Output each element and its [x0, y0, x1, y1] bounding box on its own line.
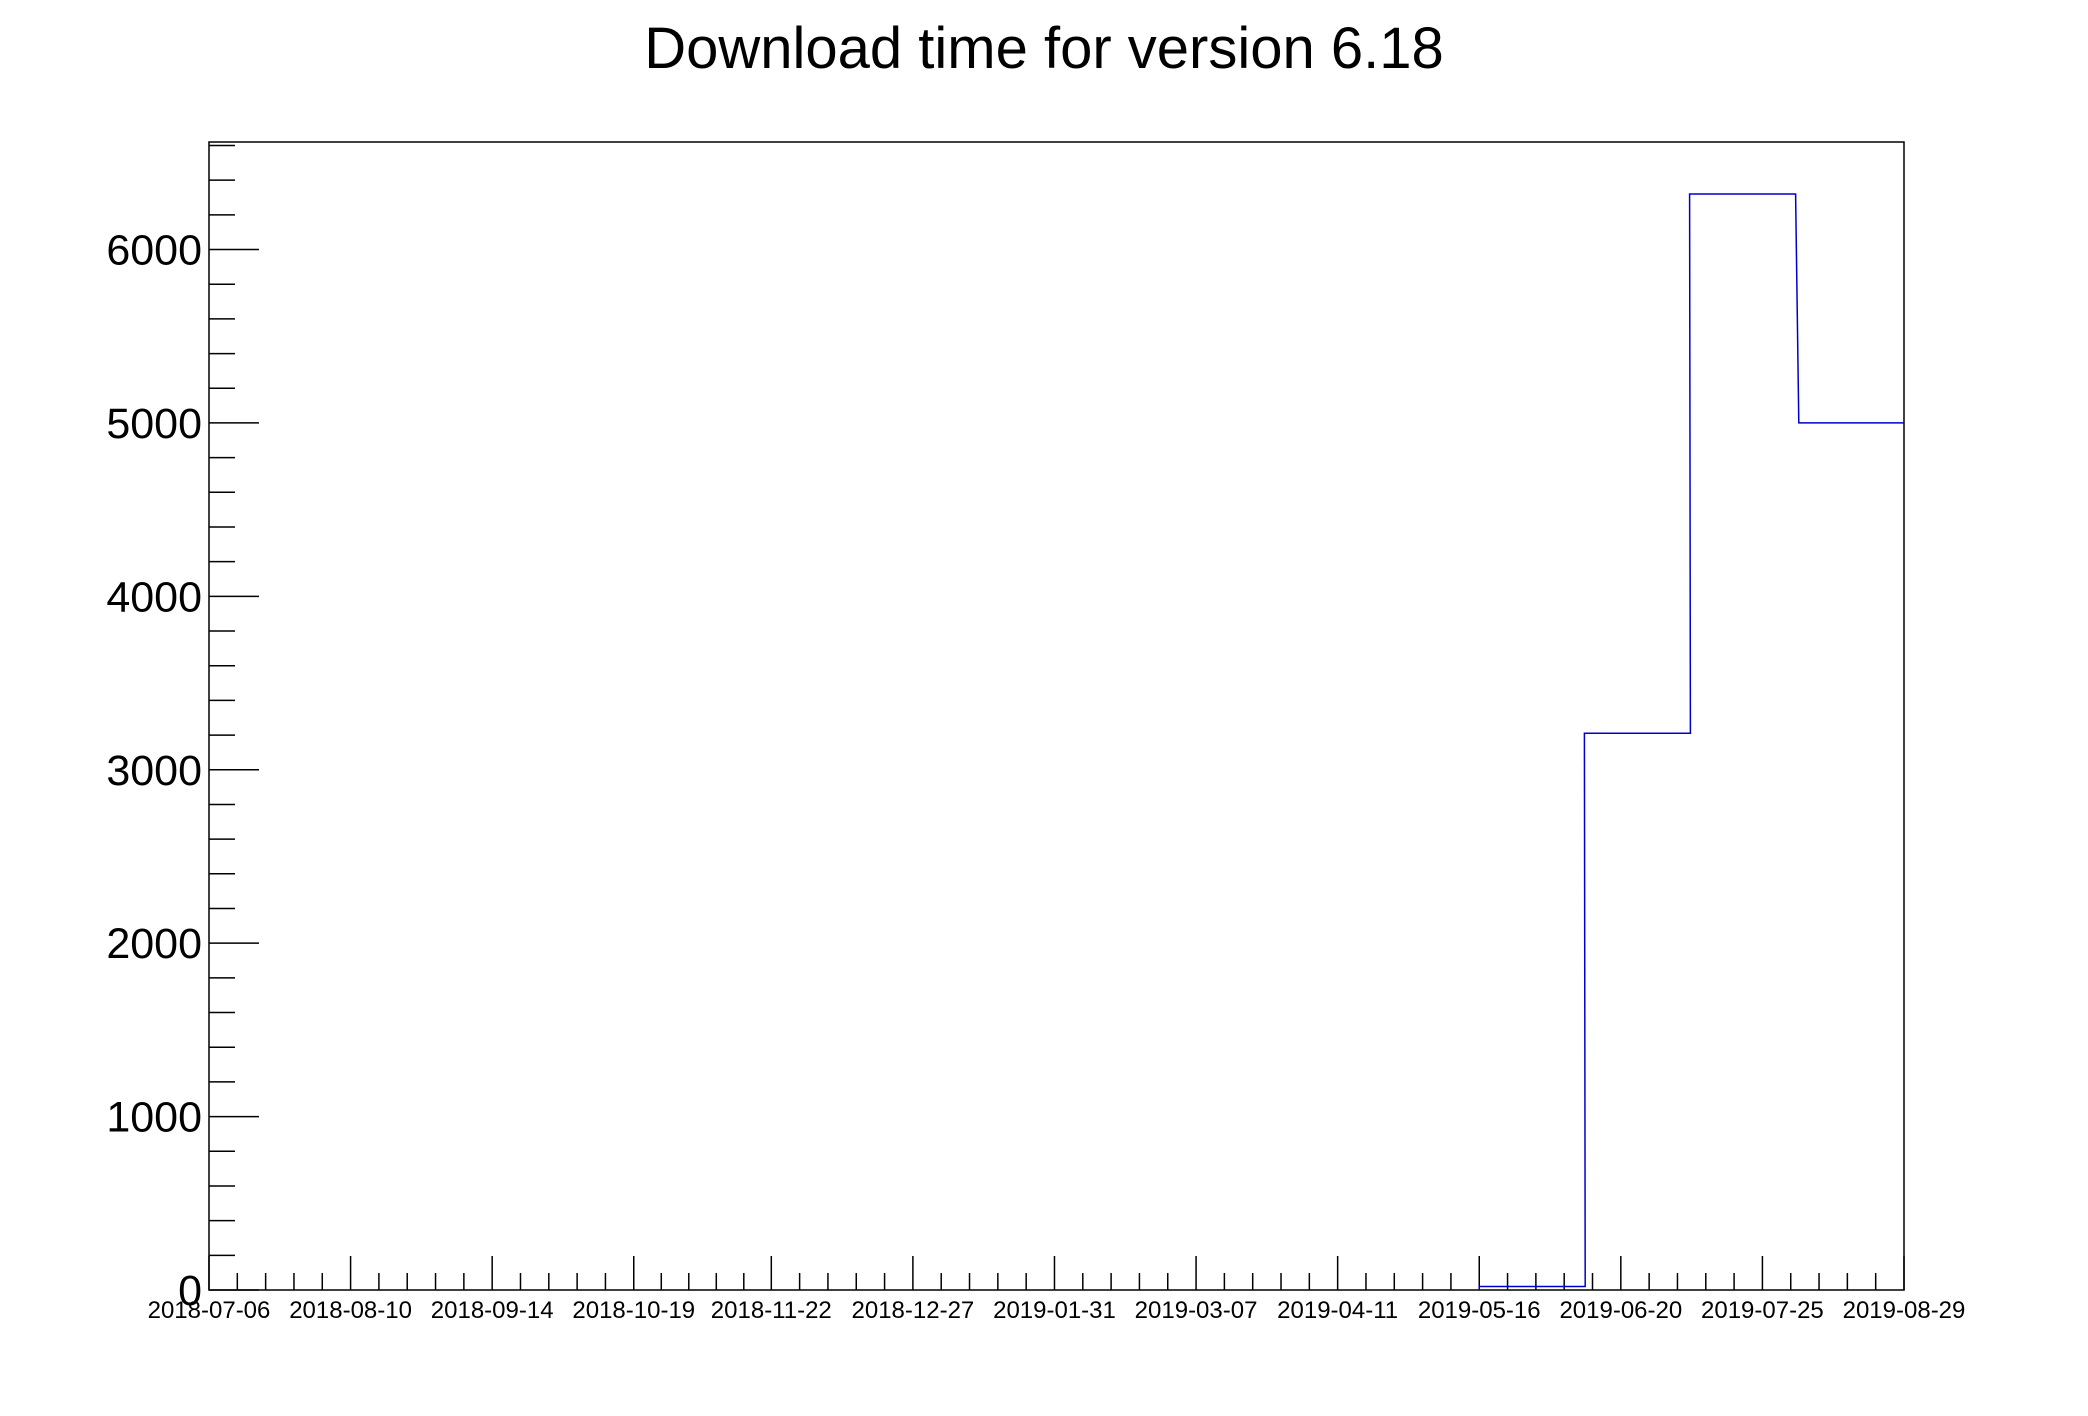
- x-tick-label: 2019-04-11: [1277, 1297, 1398, 1324]
- y-axis: 0 1000 2000 3000 4000 5000 6000: [106, 144, 259, 1315]
- plot-frame: [208, 141, 1905, 1291]
- chart-title: Download time for version 6.18: [644, 16, 1444, 81]
- y-tick-label: 4000: [106, 573, 202, 621]
- x-tick-label: 2018-11-22: [711, 1297, 832, 1324]
- x-tick-label: 2018-09-14: [431, 1297, 554, 1324]
- x-tick-label: 2018-12-27: [852, 1297, 975, 1324]
- y-tick-label: 0: [178, 1267, 202, 1315]
- x-tick-label: 2019-06-20: [1559, 1297, 1682, 1324]
- y-tick-label: 6000: [106, 227, 202, 275]
- x-tick-label: 2019-05-16: [1418, 1297, 1541, 1324]
- series-layer: [1478, 193, 1904, 1290]
- histogram-series: [1478, 193, 1904, 1290]
- x-tick-label: 2018-07-06: [148, 1297, 271, 1324]
- x-tick-label: 2019-03-07: [1135, 1297, 1258, 1324]
- x-tick-label: 2019-01-31: [993, 1297, 1116, 1324]
- y-tick-label: 5000: [106, 400, 202, 448]
- x-tick-label: 2019-07-25: [1701, 1297, 1824, 1324]
- x-tick-label: 2019-08-29: [1843, 1297, 1966, 1324]
- x-axis: 2018-07-06 2018-08-10 2018-09-14 2018-10-19…: [148, 1256, 1966, 1324]
- y-tick-label: 3000: [106, 747, 202, 795]
- y-tick-label: 1000: [106, 1094, 202, 1142]
- x-tick-label: 2018-08-10: [289, 1297, 412, 1324]
- x-tick-label: 2018-10-19: [572, 1297, 695, 1324]
- y-tick-label: 2000: [106, 920, 202, 968]
